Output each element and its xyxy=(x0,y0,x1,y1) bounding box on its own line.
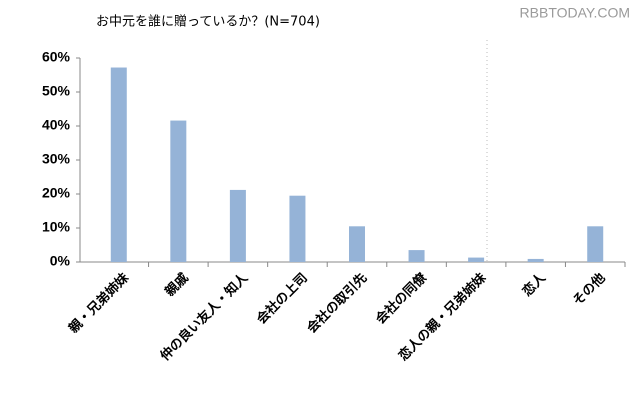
x-tick-label: 親・兄弟姉妹 xyxy=(66,269,133,336)
x-tick-label: 会社の上司 xyxy=(253,270,310,327)
watermark: RBBTODAY.COM xyxy=(520,5,630,21)
y-tick-label: 50% xyxy=(42,83,71,99)
bar xyxy=(527,258,544,262)
y-tick-label: 10% xyxy=(42,219,71,235)
bar xyxy=(289,195,306,262)
chart-title: お中元を誰に贈っているか？(N=704) xyxy=(96,14,320,30)
y-tick-label: 40% xyxy=(42,117,71,133)
bar xyxy=(229,189,246,262)
y-tick-label: 60% xyxy=(42,49,71,65)
x-tick-label: 親戚 xyxy=(162,270,192,300)
x-tick-label: その他 xyxy=(570,270,609,309)
y-tick-label: 30% xyxy=(42,151,71,167)
bar xyxy=(110,67,127,263)
y-tick-label: 20% xyxy=(42,185,71,201)
y-tick-label: 0% xyxy=(50,253,71,269)
x-tick-label: 会社の取引先 xyxy=(304,270,370,336)
bar xyxy=(468,257,485,262)
bar xyxy=(349,226,365,262)
bar xyxy=(408,250,425,262)
bar xyxy=(170,120,187,262)
x-tick-label: 会社の同僚 xyxy=(373,269,431,327)
bar xyxy=(587,226,604,262)
x-tick-label: 恋人 xyxy=(519,269,549,299)
